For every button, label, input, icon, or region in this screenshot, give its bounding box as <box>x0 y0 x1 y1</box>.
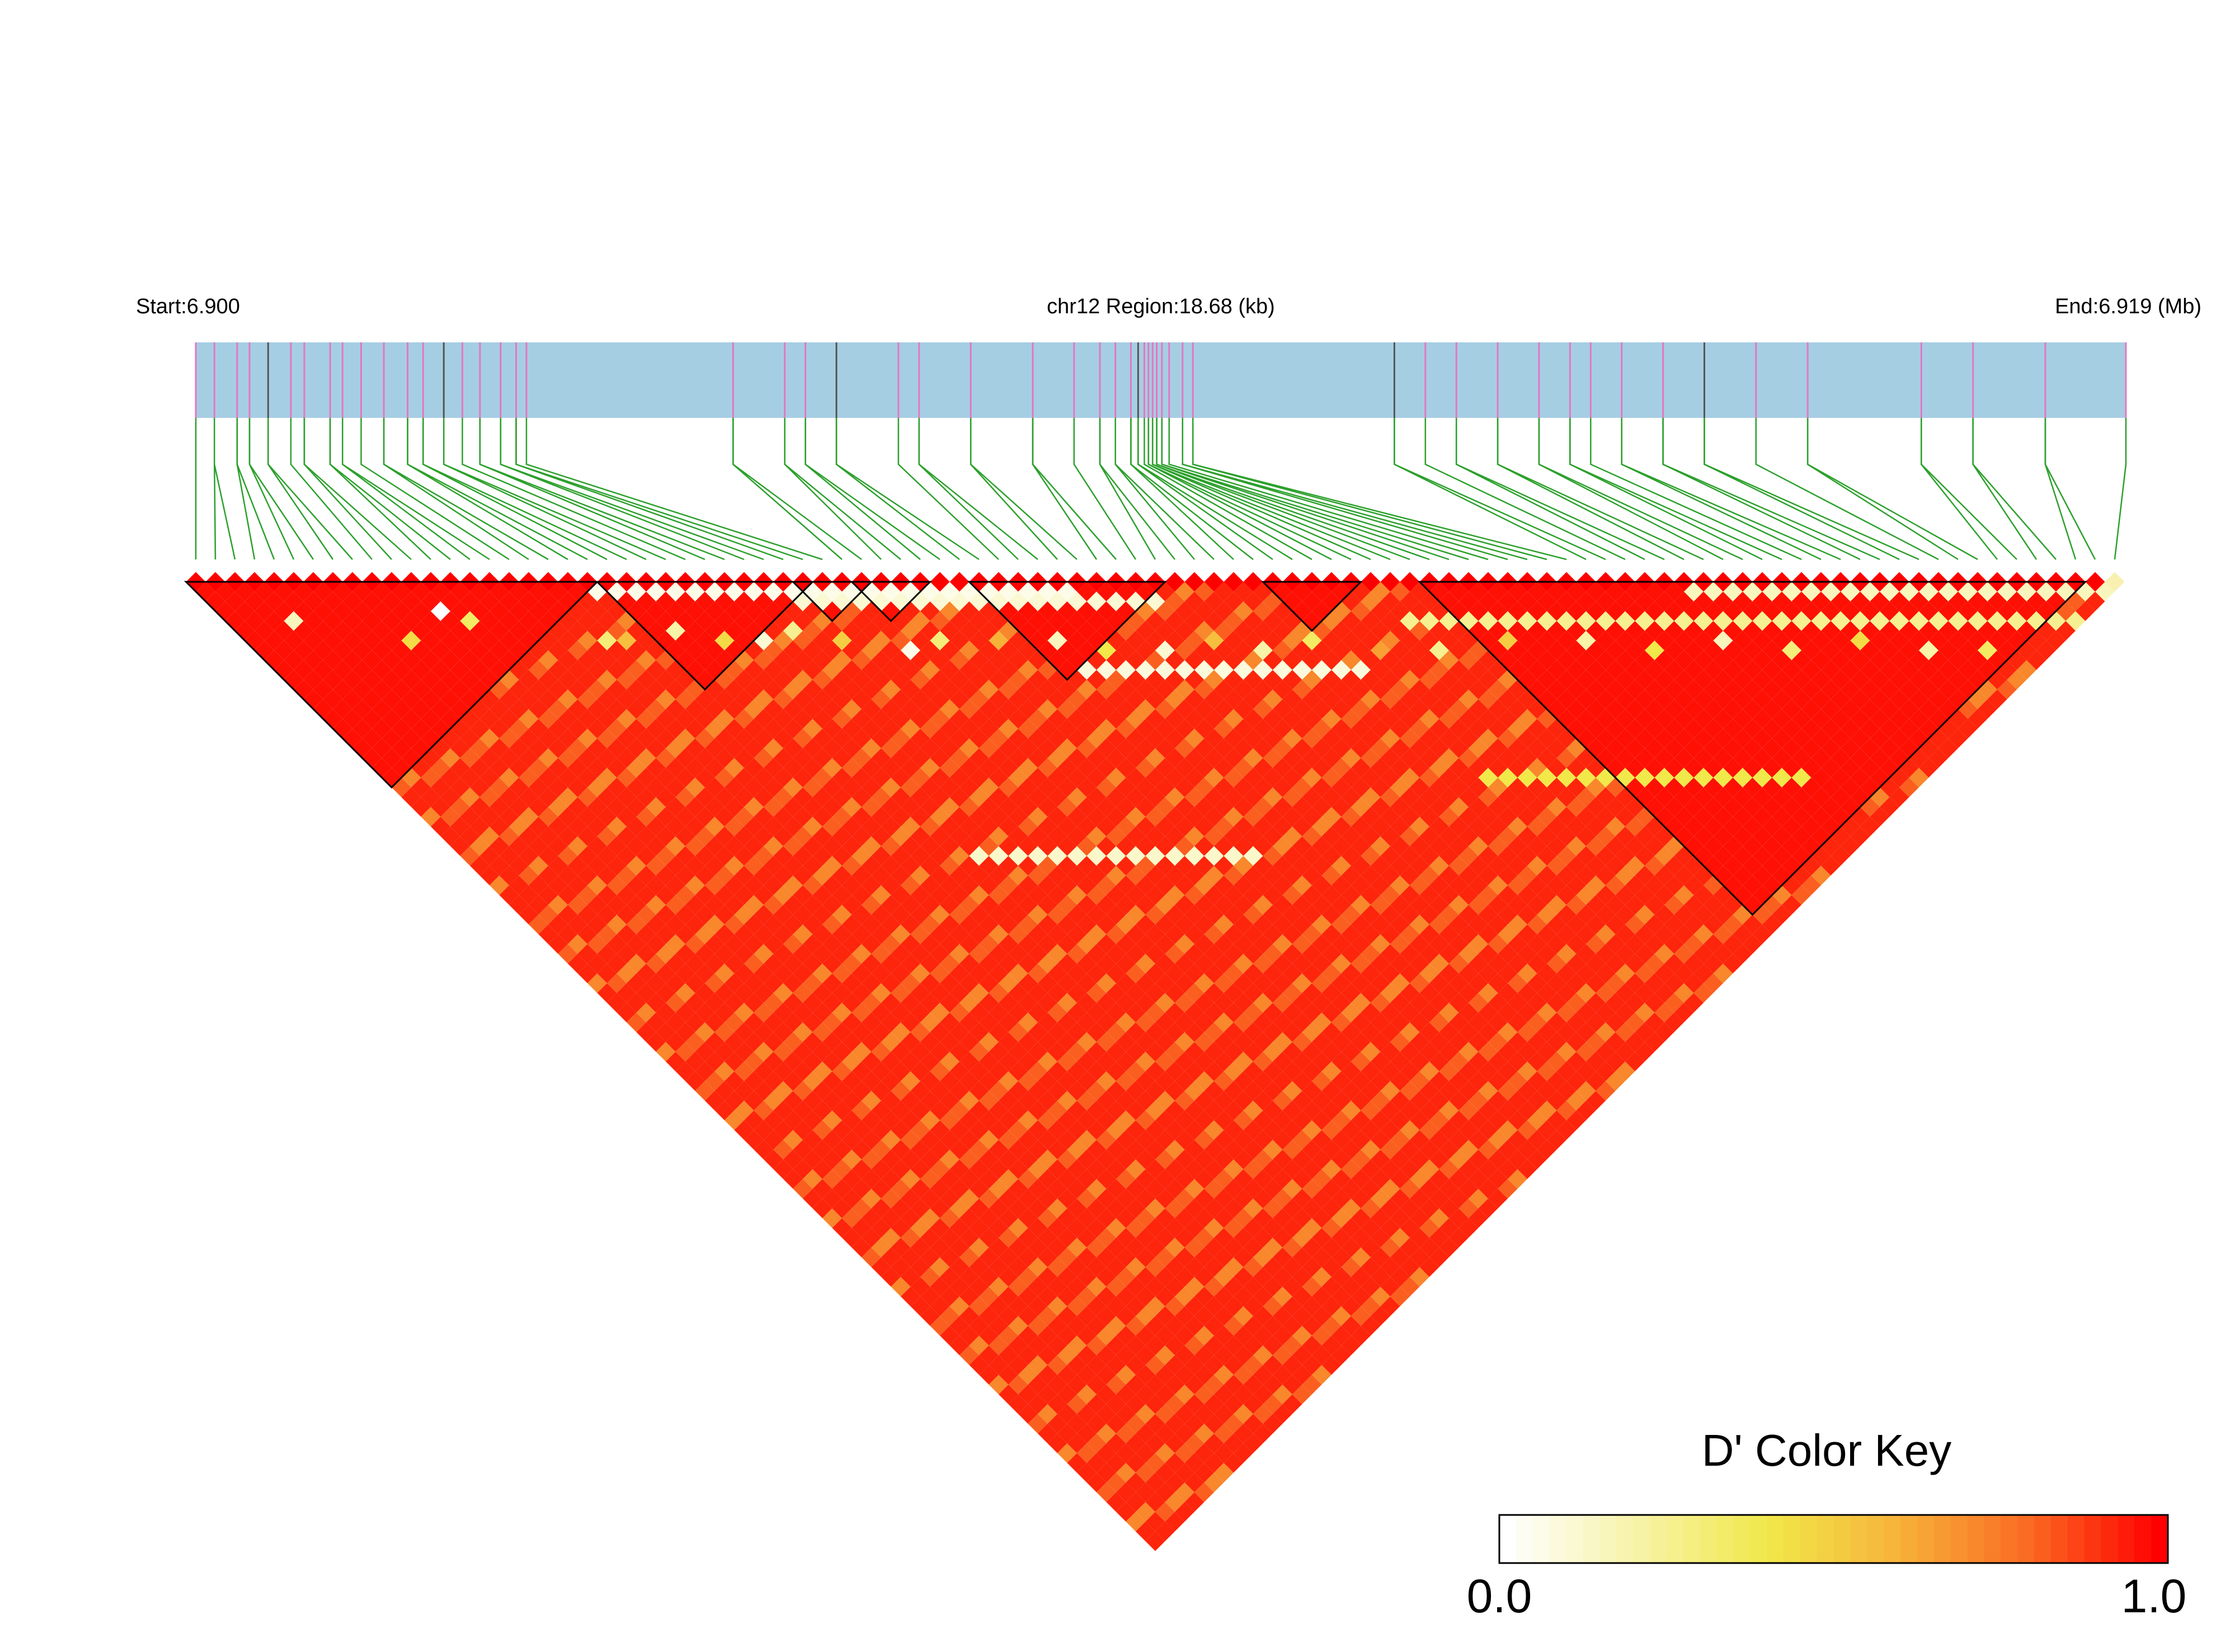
snp-connector <box>303 418 412 560</box>
snp-connector <box>784 418 901 560</box>
snp-connector <box>897 418 999 560</box>
snp-connector <box>804 418 921 560</box>
snp-connector <box>479 418 725 561</box>
snp-connector <box>1921 418 1998 560</box>
snp-connector <box>462 418 686 561</box>
snp-connector <box>1114 418 1215 560</box>
snp-connector <box>1182 418 1528 561</box>
snp-connector <box>443 418 666 561</box>
snp-connector <box>500 418 764 561</box>
snp-connector <box>1424 418 1626 561</box>
snp-connector <box>407 418 588 561</box>
snp-connector <box>515 418 803 561</box>
snp-connector <box>970 418 1058 560</box>
region-title: chr12 Region:18.68 (kb) <box>1047 295 1275 318</box>
snp-connector <box>515 418 784 561</box>
snp-connector <box>1151 418 1391 561</box>
snp-connector <box>1144 418 1312 561</box>
snp-connector <box>383 418 549 561</box>
snp-connector <box>248 418 295 560</box>
region-end-label: End:6.919 (Mb) <box>2055 295 2201 318</box>
snp-connector-lines <box>195 418 2127 561</box>
snp-connector <box>1394 418 1606 561</box>
snp-connector <box>1073 418 1137 560</box>
snp-connector <box>1538 418 1724 561</box>
snp-connector <box>918 418 1019 560</box>
snp-connector <box>1147 418 1352 561</box>
snp-connector <box>732 418 843 560</box>
snp-connector <box>236 418 256 560</box>
snp-connector <box>1755 418 1939 561</box>
snp-connector <box>835 418 980 561</box>
snp-connector <box>804 418 940 561</box>
snp-connector <box>918 418 1038 560</box>
snp-connector <box>1621 418 1841 561</box>
snp-connector <box>732 418 862 561</box>
snp-connector <box>1921 418 2017 560</box>
snp-connector <box>1497 418 1704 561</box>
snp-connector <box>1972 418 2038 560</box>
snp-connector <box>1569 418 1782 561</box>
snp-connector <box>1192 418 1567 561</box>
snp-connector <box>1806 418 1978 561</box>
snp-connector <box>1538 418 1743 561</box>
snp-connector <box>1032 418 1117 560</box>
gene-track <box>196 342 2126 418</box>
snp-connector <box>329 418 451 560</box>
snp-connector <box>1662 418 1880 561</box>
snp-connector <box>248 418 314 560</box>
snp-connector <box>267 418 334 560</box>
snp-connector <box>1590 418 1802 561</box>
snp-connector <box>1130 418 1254 560</box>
snp-connector <box>213 418 236 560</box>
snp-connector <box>290 418 373 560</box>
snp-connector <box>2044 418 2077 560</box>
snp-connector <box>525 418 823 561</box>
snp-connector <box>1032 418 1098 560</box>
snp-connector <box>360 418 510 561</box>
snp-connector <box>970 418 1077 560</box>
snp-connector <box>1182 418 1508 561</box>
snp-connector <box>1704 418 1919 561</box>
snp-position-ticks <box>195 342 2127 418</box>
snp-connector <box>1099 418 1175 560</box>
snp-connector <box>422 418 608 561</box>
snp-connector <box>1455 418 1665 561</box>
snp-connector <box>422 418 627 561</box>
snp-connector <box>267 418 353 560</box>
snp-connector <box>1099 418 1156 560</box>
snp-connector <box>236 418 275 560</box>
snp-connector <box>303 418 392 560</box>
snp-connector <box>342 418 490 561</box>
ld-cells <box>186 572 2125 1551</box>
snp-connector <box>1161 418 1469 561</box>
snp-connector <box>1972 418 2057 560</box>
snp-connector <box>1168 418 1489 561</box>
snp-connector <box>2044 418 2096 560</box>
region-start-label: Start:6.900 <box>136 295 240 318</box>
snp-connector <box>1156 418 1430 561</box>
snp-connector <box>2114 418 2127 560</box>
snp-connector <box>1137 418 1293 561</box>
